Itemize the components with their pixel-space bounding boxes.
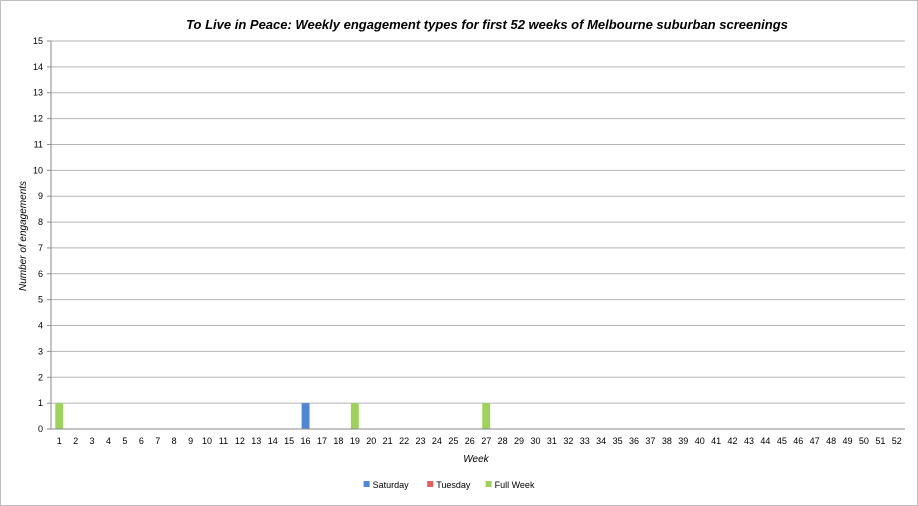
x-tick-label: 14 [268,436,278,446]
x-tick-label: 41 [711,436,721,446]
y-tick-label: 10 [33,165,43,175]
x-tick-label: 22 [399,436,409,446]
x-tick-label: 35 [613,436,623,446]
x-tick-label: 10 [202,436,212,446]
y-tick-label: 8 [38,217,43,227]
x-tick-label: 32 [563,436,573,446]
x-tick-label: 16 [301,436,311,446]
y-tick-label: 15 [33,36,43,46]
legend-label: Saturday [373,480,410,490]
x-tick-label: 50 [859,436,869,446]
x-tick-label: 49 [843,436,853,446]
x-tick-label: 27 [481,436,491,446]
y-tick-label: 4 [38,321,43,331]
x-tick-label: 25 [448,436,458,446]
legend-swatch [363,481,370,487]
x-axis-label: Week [463,454,489,465]
y-tick-label: 7 [38,243,43,253]
x-tick-label: 43 [744,436,754,446]
x-axis-ticks: 1 2 3 4 5 6 7 8 9 10 11 12 13 14 15 16 17 18 19 20 21 22 23 24 2… [57,436,902,446]
x-tick-label: 45 [777,436,787,446]
x-tick-label: 2 [73,436,78,446]
y-tick-label: 0 [38,424,43,434]
x-tick-label: 8 [172,436,177,446]
x-tick-label: 42 [728,436,738,446]
x-tick-label: 29 [514,436,524,446]
x-tick-label: 38 [662,436,672,446]
x-tick-label: 40 [695,436,705,446]
x-tick-label: 51 [875,436,885,446]
x-tick-label: 12 [235,436,245,446]
legend-swatch [427,481,434,487]
x-tick-label: 48 [826,436,836,446]
x-tick-label: 18 [333,436,343,446]
x-tick-label: 5 [122,436,127,446]
x-tick-label: 4 [106,436,111,446]
legend-swatch [485,481,492,487]
x-tick-label: 44 [760,436,770,446]
x-tick-label: 34 [596,436,606,446]
x-tick-label: 1 [57,436,62,446]
x-tick-label: 23 [416,436,426,446]
x-tick-label: 24 [432,436,442,446]
x-tick-label: 30 [530,436,540,446]
y-tick-label: 3 [38,346,43,356]
x-tick-label: 21 [383,436,393,446]
x-tick-label: 17 [317,436,327,446]
y-axis-label: Number of engagements [18,181,29,291]
bar-saturday [301,403,310,429]
y-tick-label: 1 [38,398,43,408]
bar-full-week [482,403,491,429]
x-tick-label: 3 [90,436,95,446]
x-tick-label: 7 [155,436,160,446]
bar-full-week [55,403,64,429]
y-tick-label: 14 [33,62,43,72]
x-tick-label: 52 [892,436,902,446]
legend-label: Full Week [495,480,535,490]
chart-title: To Live in Peace: Weekly engagement type… [186,17,788,32]
y-tick-label: 2 [38,372,43,382]
x-tick-label: 39 [678,436,688,446]
y-tick-label: 5 [38,295,43,305]
y-tick-label: 12 [33,114,43,124]
grid-lines [51,40,905,404]
y-tick-label: 11 [34,139,43,149]
y-tick-label: 13 [33,88,43,98]
x-tick-label: 19 [350,436,360,446]
x-tick-label: 26 [465,436,475,446]
x-tick-label: 15 [284,436,294,446]
legend: Saturday Tuesday Full Week [363,480,535,490]
bar-full-week [350,403,359,429]
x-tick-label: 28 [498,436,508,446]
x-tick-label: 47 [810,436,820,446]
x-tick-label: 13 [251,436,261,446]
x-tick-label: 33 [580,436,590,446]
x-tick-label: 37 [645,436,655,446]
legend-label: Tuesday [436,480,471,490]
x-tick-label: 31 [547,436,557,446]
y-tick-label: 9 [38,191,43,201]
x-tick-label: 46 [793,436,803,446]
y-tick-label: 6 [38,269,43,279]
x-tick-label: 9 [188,436,193,446]
bars [55,403,491,429]
x-tick-label: 11 [219,436,228,446]
x-tick-label: 20 [366,436,376,446]
x-tick-label: 36 [629,436,639,446]
x-tick-label: 6 [139,436,144,446]
